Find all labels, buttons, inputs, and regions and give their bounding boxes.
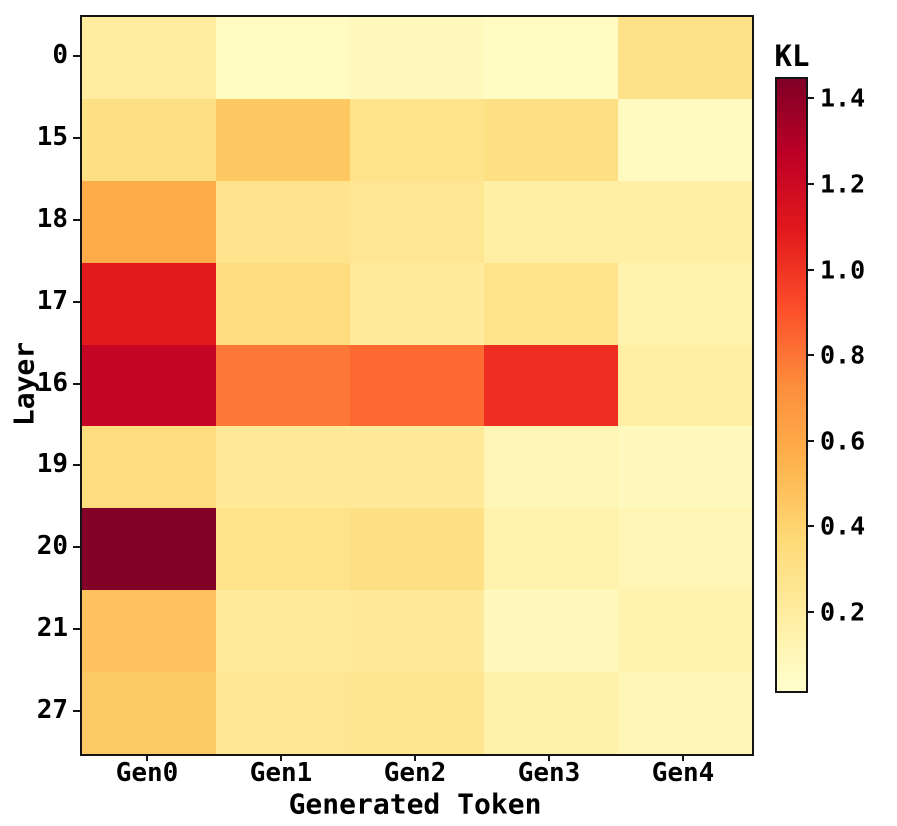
- heatmap-cell-layer20-Gen0: [82, 508, 216, 591]
- y-tick-mark: [73, 136, 80, 139]
- heatmap-cell-layer15-Gen1: [216, 98, 350, 181]
- heatmap-cell-layer17-Gen4: [618, 262, 752, 345]
- heatmap-plot: [80, 15, 754, 756]
- colorbar-tick-label-0.6: 0.6: [820, 426, 866, 456]
- heatmap-cell-layer21-Gen2: [350, 590, 484, 673]
- heatmap-cell-layer0-Gen4: [618, 17, 752, 99]
- heatmap-cell-layer21-Gen0: [82, 590, 216, 673]
- heatmap-cell-layer19-Gen2: [350, 426, 484, 509]
- heatmap-cell-layer16-Gen3: [484, 344, 618, 427]
- colorbar-tick-mark: [808, 268, 814, 271]
- colorbar-tick-label-0.2: 0.2: [820, 597, 866, 627]
- heatmap-cell-layer20-Gen2: [350, 508, 484, 591]
- colorbar-tick-label-0.8: 0.8: [820, 340, 866, 370]
- x-tick-mark: [146, 754, 148, 761]
- colorbar-title: KL: [774, 39, 810, 73]
- y-tick-label-19: 19: [36, 449, 68, 480]
- heatmap-cell-layer16-Gen2: [350, 344, 484, 427]
- colorbar-tick-label-0.4: 0.4: [820, 511, 866, 541]
- heatmap-cell-layer15-Gen4: [618, 98, 752, 181]
- heatmap-cell-layer20-Gen3: [484, 508, 618, 591]
- colorbar-tick-label-1.4: 1.4: [820, 83, 866, 113]
- x-tick-label-Gen0: Gen0: [115, 758, 179, 788]
- heatmap-cell-layer15-Gen0: [82, 98, 216, 181]
- y-tick-mark: [73, 710, 80, 713]
- heatmap-cell-layer17-Gen0: [82, 262, 216, 345]
- y-tick-mark: [73, 628, 80, 631]
- heatmap-cell-layer21-Gen3: [484, 590, 618, 673]
- heatmap-cell-layer19-Gen3: [484, 426, 618, 509]
- colorbar-tick-label-1.2: 1.2: [820, 169, 866, 199]
- heatmap-cell-layer20-Gen4: [618, 508, 752, 591]
- heatmap-cell-layer21-Gen1: [216, 590, 350, 673]
- heatmap-cell-layer19-Gen1: [216, 426, 350, 509]
- x-tick-label-Gen4: Gen4: [651, 758, 715, 788]
- heatmap-grid: [82, 17, 752, 754]
- heatmap-cell-layer17-Gen3: [484, 262, 618, 345]
- y-axis-label: Layer: [7, 341, 41, 427]
- x-axis-label: Generated Token: [288, 787, 542, 821]
- x-tick-mark: [548, 754, 550, 761]
- x-tick-label-Gen1: Gen1: [249, 758, 313, 788]
- y-tick-label-20: 20: [36, 531, 68, 562]
- x-tick-label-Gen2: Gen2: [383, 758, 447, 788]
- y-tick-mark: [73, 382, 80, 385]
- y-tick-label-18: 18: [36, 203, 68, 234]
- heatmap-cell-layer15-Gen2: [350, 98, 484, 181]
- y-tick-label-21: 21: [36, 613, 68, 644]
- y-tick-label-0: 0: [52, 39, 68, 70]
- heatmap-cell-layer0-Gen2: [350, 17, 484, 99]
- y-tick-label-27: 27: [36, 695, 68, 726]
- heatmap-cell-layer18-Gen3: [484, 180, 618, 263]
- y-tick-label-15: 15: [36, 121, 68, 152]
- colorbar-tick-mark: [808, 610, 814, 613]
- y-tick-label-17: 17: [36, 285, 68, 316]
- colorbar-tick-mark: [808, 354, 814, 357]
- heatmap-cell-layer15-Gen3: [484, 98, 618, 181]
- y-tick-mark: [73, 464, 80, 467]
- heatmap-cell-layer21-Gen4: [618, 590, 752, 673]
- y-tick-mark: [73, 218, 80, 221]
- y-tick-mark: [73, 546, 80, 549]
- heatmap-cell-layer16-Gen1: [216, 344, 350, 427]
- heatmap-cell-layer16-Gen4: [618, 344, 752, 427]
- colorbar-tick-label-1.0: 1.0: [820, 255, 866, 284]
- heatmap-cell-layer20-Gen1: [216, 508, 350, 591]
- y-tick-mark: [73, 300, 80, 303]
- y-tick-label-16: 16: [36, 367, 68, 398]
- colorbar-tick-mark: [808, 97, 814, 100]
- heatmap-cell-layer19-Gen4: [618, 426, 752, 509]
- x-tick-mark: [280, 754, 282, 761]
- heatmap-cell-layer0-Gen0: [82, 17, 216, 99]
- heatmap-cell-layer18-Gen1: [216, 180, 350, 263]
- x-tick-label-Gen3: Gen3: [517, 758, 581, 788]
- colorbar-tick-mark: [808, 439, 814, 442]
- heatmap-cell-layer19-Gen0: [82, 426, 216, 509]
- heatmap-cell-layer18-Gen4: [618, 180, 752, 263]
- colorbar-tick-mark: [808, 182, 814, 185]
- heatmap-cell-layer17-Gen2: [350, 262, 484, 345]
- heatmap-cell-layer27-Gen3: [484, 672, 618, 754]
- heatmap-cell-layer27-Gen2: [350, 672, 484, 754]
- heatmap-cell-layer27-Gen0: [82, 672, 216, 754]
- heatmap-cell-layer0-Gen1: [216, 17, 350, 99]
- heatmap-cell-layer27-Gen1: [216, 672, 350, 754]
- heatmap-cell-layer27-Gen4: [618, 672, 752, 754]
- y-tick-mark: [73, 54, 80, 57]
- x-tick-mark: [414, 754, 416, 761]
- heatmap-cell-layer17-Gen1: [216, 262, 350, 345]
- heatmap-cell-layer0-Gen3: [484, 17, 618, 99]
- heatmap-cell-layer18-Gen0: [82, 180, 216, 263]
- heatmap-cell-layer18-Gen2: [350, 180, 484, 263]
- colorbar: [775, 77, 808, 693]
- x-tick-mark: [682, 754, 684, 761]
- heatmap-cell-layer16-Gen0: [82, 344, 216, 427]
- colorbar-tick-mark: [808, 525, 814, 528]
